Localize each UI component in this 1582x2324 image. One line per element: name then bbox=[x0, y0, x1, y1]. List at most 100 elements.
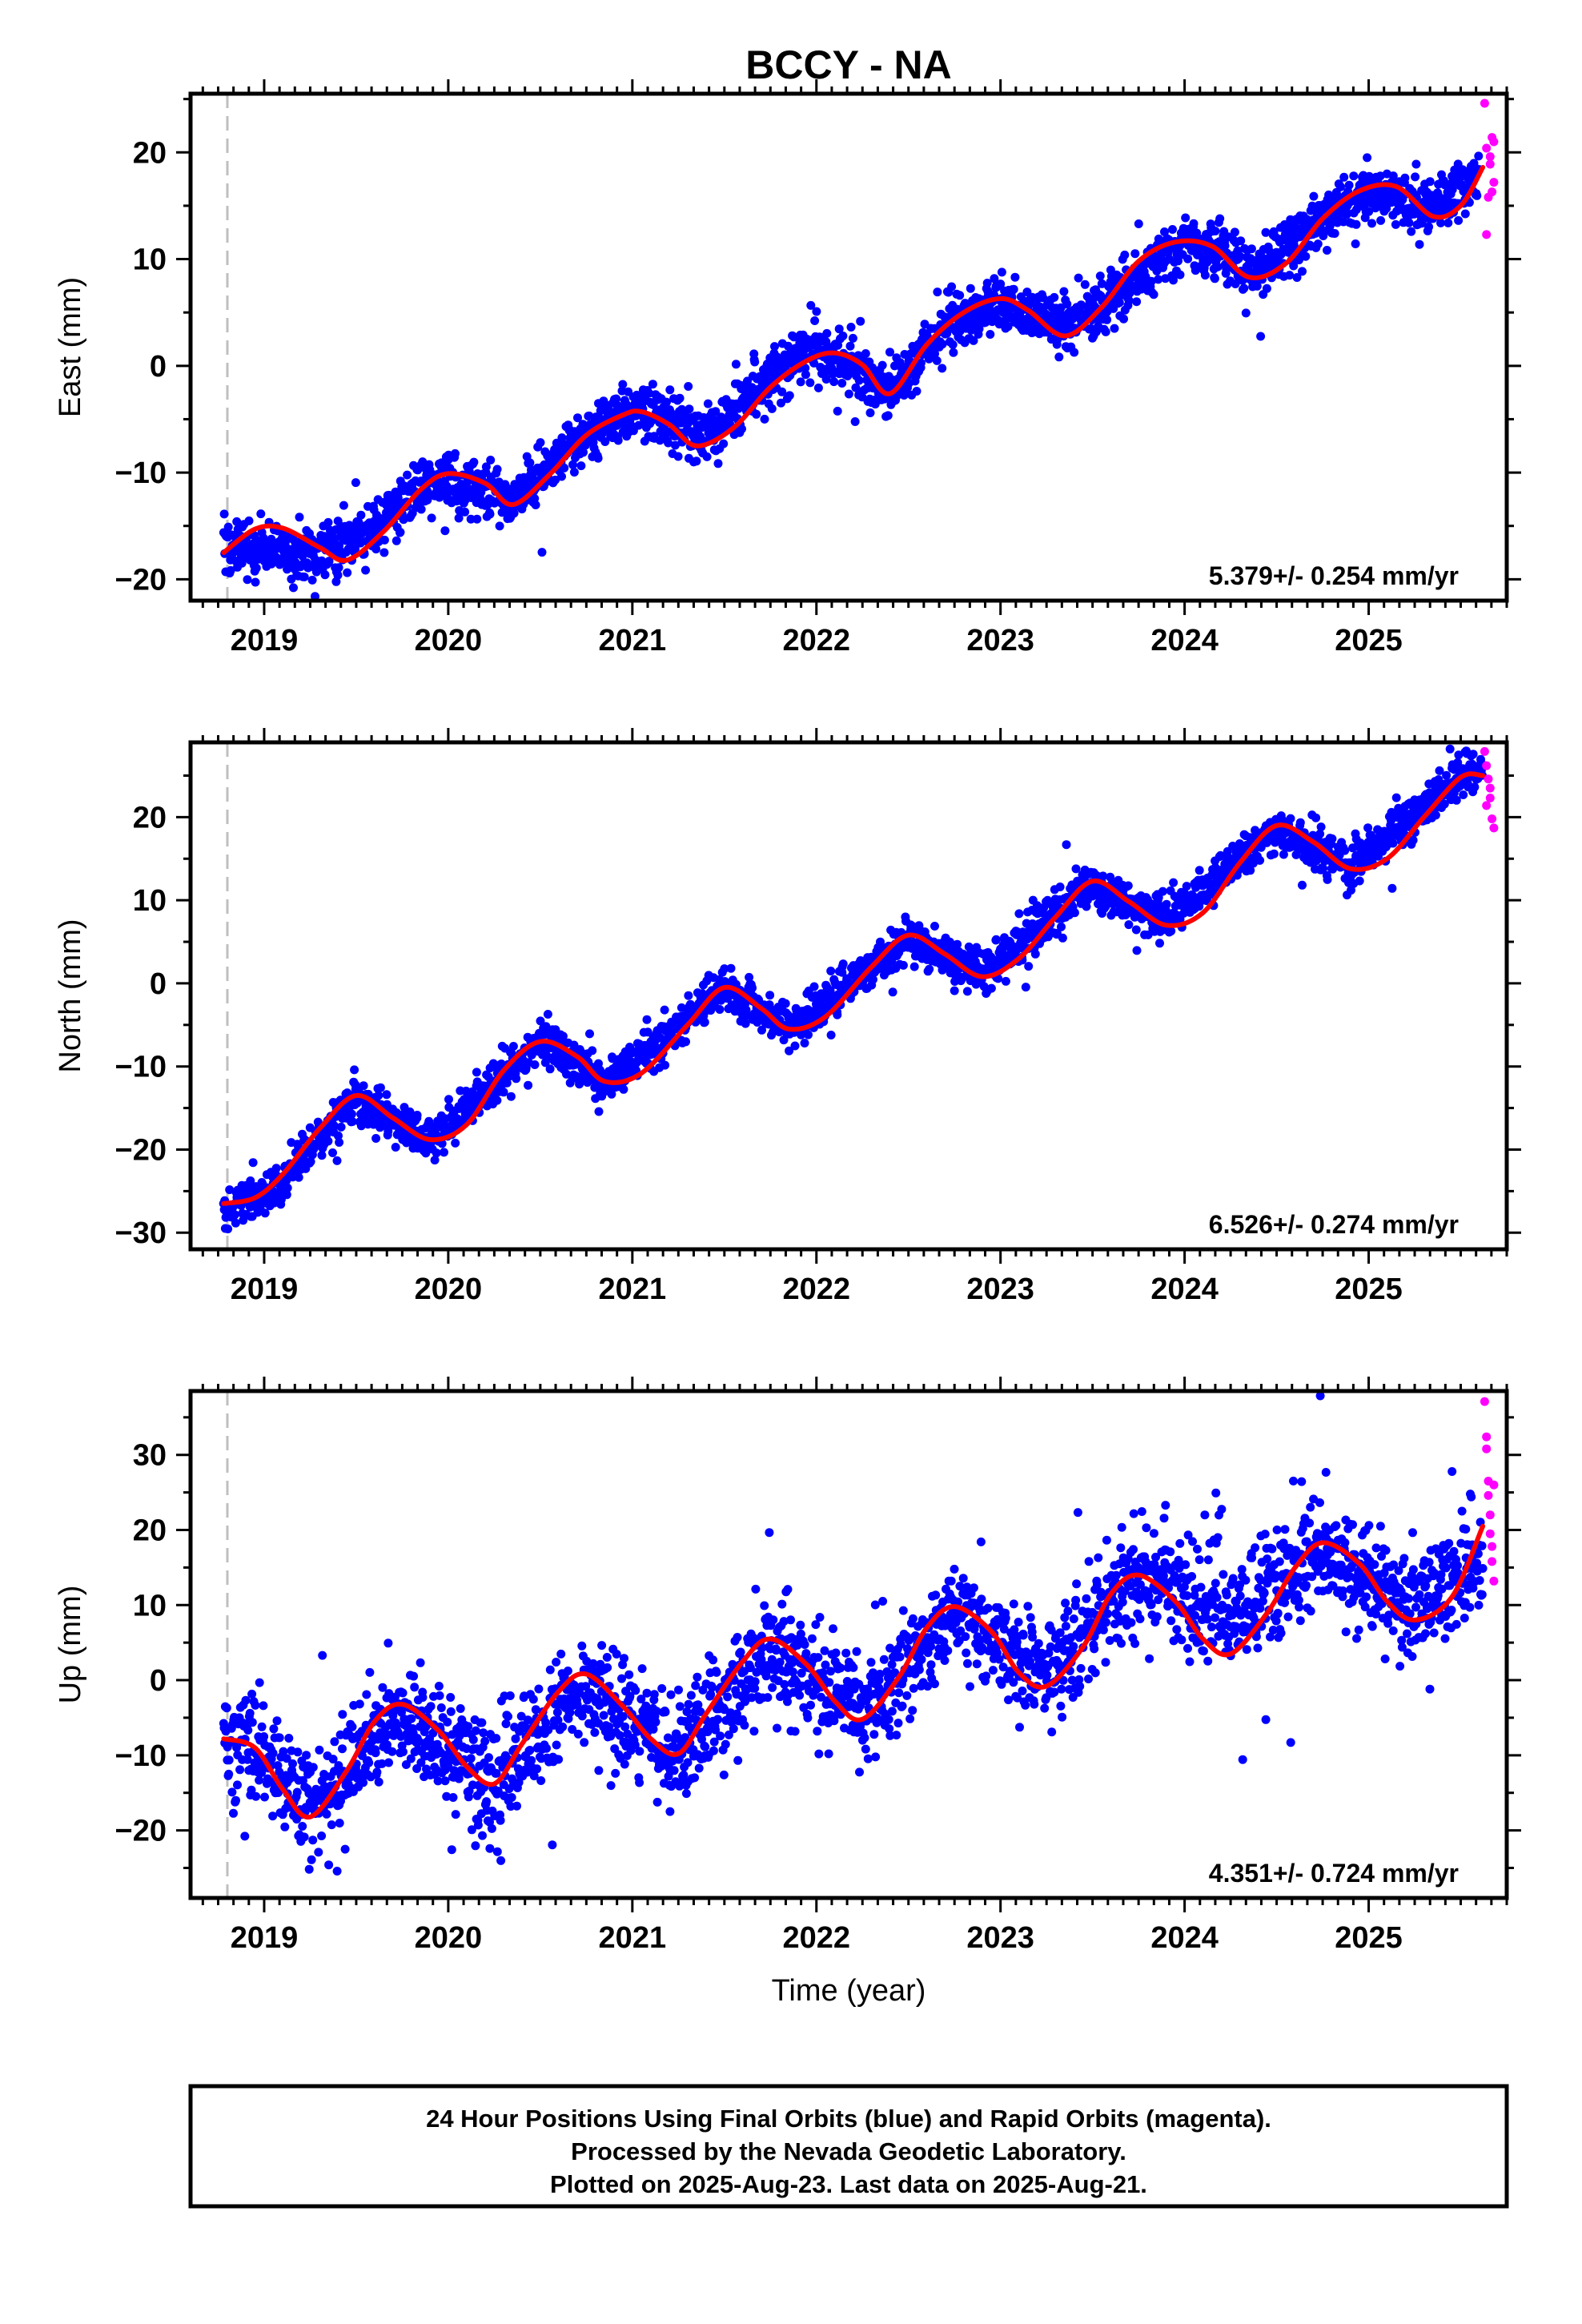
final-orbit-point bbox=[770, 342, 779, 352]
final-orbit-point bbox=[809, 982, 819, 991]
final-orbit-point bbox=[790, 1041, 800, 1051]
final-orbit-point bbox=[1424, 222, 1434, 231]
final-orbit-point bbox=[1330, 229, 1339, 238]
final-orbit-point bbox=[854, 376, 864, 385]
final-orbit-point bbox=[568, 460, 577, 469]
final-orbit-point bbox=[1351, 219, 1361, 229]
final-orbit-point bbox=[440, 526, 450, 536]
final-orbit-point bbox=[670, 440, 680, 450]
final-orbit-point bbox=[1236, 236, 1246, 246]
final-orbit-point bbox=[1132, 297, 1142, 307]
final-orbit-point bbox=[801, 364, 810, 373]
final-orbit-point bbox=[1404, 218, 1414, 227]
final-orbit-point bbox=[343, 568, 352, 577]
rapid-orbit-point bbox=[1485, 159, 1495, 169]
final-orbit-point bbox=[1220, 241, 1230, 251]
final-orbit-point bbox=[675, 393, 685, 403]
final-orbit-point bbox=[451, 1138, 460, 1148]
final-orbit-point bbox=[1070, 908, 1079, 918]
final-orbit-point bbox=[576, 461, 586, 471]
final-orbit-point bbox=[660, 1005, 669, 1015]
final-orbit-point bbox=[1291, 850, 1301, 859]
final-orbit-point bbox=[379, 548, 389, 557]
final-orbit-point bbox=[573, 413, 582, 423]
final-orbit-point bbox=[955, 291, 965, 300]
final-orbit-point bbox=[560, 463, 569, 472]
final-orbit-point bbox=[375, 1083, 385, 1092]
final-orbit-point bbox=[1175, 270, 1185, 279]
final-orbit-point bbox=[1316, 822, 1326, 832]
final-orbit-point bbox=[324, 557, 334, 566]
final-orbit-point bbox=[1252, 281, 1262, 291]
final-orbit-point bbox=[1058, 933, 1067, 943]
final-orbit-point bbox=[1411, 159, 1421, 169]
y-ticks bbox=[176, 98, 1521, 581]
final-orbit-point bbox=[403, 470, 412, 480]
final-orbit-point bbox=[374, 1091, 383, 1100]
final-orbit-point bbox=[677, 1003, 686, 1012]
final-orbit-point bbox=[506, 1092, 516, 1101]
final-orbit-point bbox=[673, 452, 683, 461]
final-orbit-point bbox=[711, 407, 721, 416]
final-orbit-point bbox=[1376, 215, 1386, 225]
final-orbit-point bbox=[1367, 219, 1376, 228]
final-orbit-point bbox=[662, 397, 671, 407]
final-orbit-point bbox=[949, 348, 958, 357]
final-orbit-point bbox=[594, 1107, 604, 1116]
plot-frame bbox=[188, 91, 1509, 603]
final-orbit-point bbox=[466, 514, 476, 524]
final-orbit-point bbox=[317, 1151, 327, 1160]
final-orbit-point bbox=[938, 340, 947, 349]
final-orbit-point bbox=[1400, 173, 1410, 183]
final-orbit-point bbox=[777, 387, 787, 396]
final-orbit-point bbox=[333, 570, 343, 580]
final-orbit-point bbox=[259, 533, 268, 543]
final-orbit-point bbox=[1110, 324, 1119, 333]
final-orbit-point bbox=[920, 320, 930, 329]
final-orbit-point bbox=[932, 356, 942, 365]
x-ticks bbox=[201, 79, 1508, 615]
final-orbit-point bbox=[850, 417, 860, 426]
final-orbit-point bbox=[223, 522, 233, 532]
final-orbit-point bbox=[1309, 191, 1319, 201]
final-orbit-point bbox=[248, 1158, 258, 1168]
y-axis-label: East (mm) bbox=[54, 277, 87, 417]
y-tick-label: 0 bbox=[150, 350, 167, 384]
east-panel: 2019 2020 2021 2022 2023 2024 2025−20−1001020E… bbox=[54, 79, 1521, 657]
final-orbit-point bbox=[1149, 290, 1158, 300]
x-tick-label: 2020 bbox=[415, 624, 483, 657]
final-orbit-point bbox=[801, 370, 810, 380]
final-orbit-point bbox=[579, 448, 588, 457]
final-orbit-point bbox=[1447, 185, 1457, 195]
final-orbit-point bbox=[1319, 863, 1328, 873]
final-orbit-point bbox=[760, 414, 769, 424]
final-orbit-point bbox=[282, 1190, 291, 1200]
final-orbit-point bbox=[812, 307, 821, 316]
final-orbit-point bbox=[947, 282, 957, 292]
final-orbit-point bbox=[1411, 172, 1420, 182]
final-orbit-point bbox=[256, 509, 266, 519]
final-orbit-point bbox=[757, 1025, 766, 1035]
rapid-orbit-point bbox=[1489, 178, 1499, 187]
final-orbit-point bbox=[294, 1172, 303, 1182]
final-orbit-point bbox=[948, 340, 958, 349]
final-orbit-point bbox=[661, 1060, 670, 1070]
final-orbit-point bbox=[1342, 210, 1351, 219]
final-orbit-point bbox=[848, 333, 857, 343]
final-orbit-point bbox=[1262, 283, 1271, 293]
final-orbit-point bbox=[1351, 239, 1360, 248]
final-orbit-point bbox=[230, 1210, 239, 1220]
model-fit-line bbox=[221, 165, 1486, 563]
final-orbit-point bbox=[986, 983, 996, 993]
final-orbit-point bbox=[350, 1065, 359, 1075]
final-orbit-point bbox=[1062, 300, 1072, 309]
final-orbit-point bbox=[1071, 864, 1081, 874]
final-orbit-point bbox=[423, 495, 432, 505]
final-orbit-point bbox=[320, 570, 330, 580]
final-orbit-point bbox=[334, 1131, 343, 1140]
final-orbit-point bbox=[1074, 273, 1083, 283]
final-orbit-point bbox=[887, 956, 897, 966]
final-orbit-point bbox=[472, 514, 482, 524]
final-orbit-point bbox=[741, 1019, 750, 1028]
final-orbit-point bbox=[1285, 271, 1295, 280]
